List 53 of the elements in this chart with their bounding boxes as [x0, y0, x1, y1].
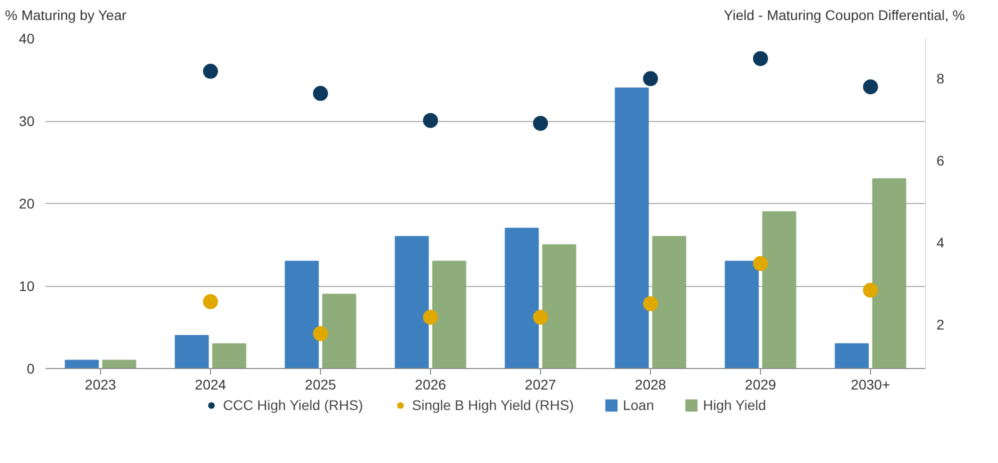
legend-label: High Yield — [703, 397, 766, 413]
bar — [322, 294, 356, 368]
x-tick-label: 2023 — [84, 376, 116, 392]
bar — [284, 260, 319, 368]
point — [863, 282, 878, 298]
point — [423, 113, 438, 128]
x-tick-label: 2030+ — [850, 376, 890, 392]
y2-tick-label: 2 — [936, 316, 944, 333]
bar — [174, 335, 209, 368]
bar — [724, 260, 759, 368]
y2-axis-title: Yield - Maturing Coupon Differential, % — [724, 6, 965, 25]
y2-tick-label: 6 — [936, 152, 944, 169]
y-axis-title: % Maturing by Year — [5, 6, 126, 25]
point — [203, 64, 218, 79]
point — [643, 296, 658, 312]
bar — [652, 236, 686, 368]
bar — [872, 178, 906, 368]
x-tick-label: 2025 — [304, 376, 336, 392]
y-tick-label: 40 — [18, 30, 35, 46]
x-tick-label: 2029 — [744, 376, 776, 392]
bar — [64, 360, 99, 368]
y-tick-label: 30 — [18, 113, 35, 129]
y-tick-label: 0 — [26, 360, 35, 376]
point — [753, 256, 768, 272]
bar — [102, 360, 136, 368]
bar — [212, 343, 246, 368]
bar — [614, 88, 649, 368]
legend-label: Loan — [622, 397, 654, 413]
x-tick-label: 2024 — [194, 376, 226, 392]
point — [203, 294, 218, 310]
point — [643, 71, 658, 86]
y2-tick-label: 8 — [936, 70, 944, 87]
y-tick-label: 10 — [18, 278, 35, 294]
legend-label: Single B High Yield (RHS) — [412, 397, 574, 413]
point — [313, 326, 328, 342]
y2-tick-label: 4 — [936, 234, 944, 251]
y-tick-label: 20 — [18, 196, 35, 212]
x-tick-label: 2026 — [414, 376, 446, 392]
point — [533, 310, 548, 325]
point — [423, 310, 438, 325]
point — [533, 116, 548, 131]
point — [863, 79, 878, 94]
point — [753, 51, 768, 66]
bar — [834, 343, 869, 368]
point — [313, 86, 328, 101]
legend-label: CCC High Yield (RHS) — [222, 397, 363, 413]
x-tick-label: 2028 — [634, 376, 666, 392]
x-tick-label: 2027 — [524, 376, 556, 392]
bar — [504, 228, 539, 368]
bar — [762, 211, 796, 368]
bar — [394, 236, 429, 368]
bar — [542, 244, 576, 368]
bar — [432, 260, 466, 368]
